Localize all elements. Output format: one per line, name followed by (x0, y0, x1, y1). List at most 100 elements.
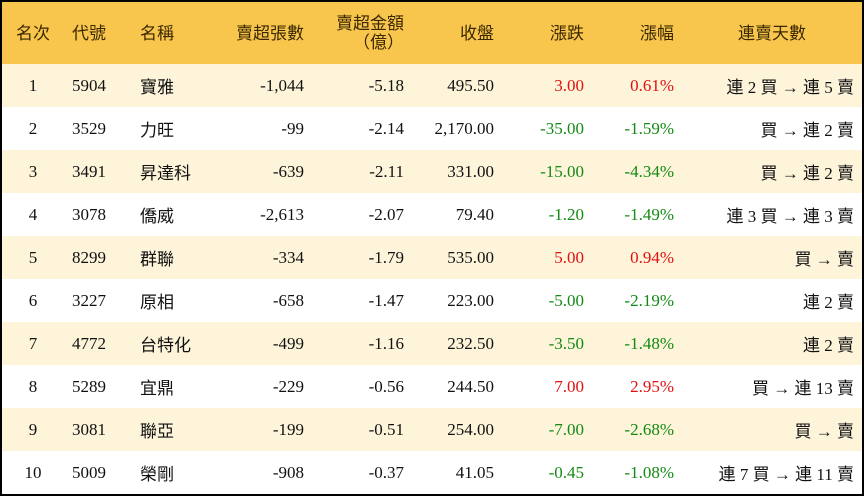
table-cell: -99 (281, 118, 304, 138)
table-row: 2 3529 力旺 -99 -2.14 2,170.00 -35.00 -1.59% 買 → 連… (2, 107, 862, 150)
column-header: 名稱 (132, 2, 217, 64)
table-cell: 買 → 賣 (682, 236, 862, 279)
table-cell: -2.14 (368, 118, 404, 138)
table-cell: -7.00 (502, 408, 592, 451)
header-row: 名次 代號 名稱 賣超張數 賣超金額 （億） 收盤 漲跌 漲幅 連賣天數 (2, 2, 862, 64)
table-cell: -3.50 (502, 322, 592, 365)
table-cell: -1,044 (217, 64, 312, 107)
table-cell: 0.61% (592, 64, 682, 107)
table-cell: 買 → 連 2 賣 (760, 121, 855, 140)
table-cell: 7 (2, 322, 64, 365)
table-cell: 連 7 買 → 連 11 賣 (718, 465, 854, 484)
table-cell: -1.59% (624, 118, 674, 138)
table-cell: 331.00 (412, 150, 502, 193)
table-cell: 495.50 (412, 64, 502, 107)
column-header: 賣超金額 （億） (312, 2, 412, 64)
table-cell: -2.19% (624, 290, 674, 310)
table-cell: -5.18 (312, 64, 412, 107)
table-cell: 買 → 連 2 賣 (682, 150, 862, 193)
column-header: 連賣天數 (682, 2, 862, 64)
table-row: 3 3491 昇達科 -639 -2.11 331.00 -15.00 -4.34% 買 → 連… (2, 150, 862, 193)
table-cell: 聯亞 (132, 408, 217, 451)
table-cell: -1.49% (624, 204, 674, 224)
table-cell: -1.79 (312, 236, 412, 279)
table-cell: 3.00 (502, 64, 592, 107)
table-cell: 244.50 (447, 376, 494, 396)
table-cell: 6 (28, 290, 38, 310)
table-cell: 5009 (72, 462, 106, 482)
table-body: 1 5904 寶雅 -1,044 -5.18 495.50 3.00 0.61% 連 2 買 →… (2, 64, 862, 494)
table-cell: -229 (272, 376, 304, 396)
table-cell: 3529 (72, 118, 106, 138)
table-cell: -199 (217, 408, 312, 451)
table-row: 5 8299 群聯 -334 -1.79 535.00 5.00 0.94% 買 → 賣 (2, 236, 862, 279)
table-row: 6 3227 原相 -658 -1.47 223.00 -5.00 -2.19% 連 2 賣 (2, 279, 862, 322)
table-cell: 5 (2, 236, 64, 279)
table-cell: 買 → 連 13 賣 (752, 379, 854, 398)
table-cell: 223.00 (447, 290, 494, 310)
table-cell: -908 (272, 462, 304, 482)
column-header: 名次 (2, 2, 64, 64)
table-row: 8 5289 宜鼎 -229 -0.56 244.50 7.00 2.95% 買 → 連 13 … (2, 365, 862, 408)
table-cell: 連 2 賣 (682, 322, 862, 365)
column-header: 漲跌 (502, 2, 592, 64)
table-cell: 榮剛 (140, 465, 174, 484)
table-cell: 宜鼎 (140, 379, 174, 398)
table-cell: -1.20 (548, 204, 584, 224)
table-cell: -1.16 (312, 322, 412, 365)
table-row: 7 4772 台特化 -499 -1.16 232.50 -3.50 -1.48% 連 2 賣 (2, 322, 862, 365)
column-header: 漲幅 (592, 2, 682, 64)
table-cell: 2,170.00 (434, 118, 495, 138)
table-cell: 7.00 (554, 376, 584, 396)
table-cell: 4 (28, 204, 38, 224)
table-cell: 2.95% (630, 376, 674, 396)
table-cell: 232.50 (412, 322, 502, 365)
table-cell: 41.05 (455, 462, 494, 482)
table-cell: -658 (272, 290, 304, 310)
table-cell: 連 2 賣 (803, 293, 854, 312)
table-cell: -1.47 (368, 290, 404, 310)
table-cell: -2,613 (260, 204, 304, 224)
table-cell: 3491 (64, 150, 132, 193)
table-cell: 連 3 買 → 連 3 賣 (726, 207, 855, 226)
table-cell: 535.00 (412, 236, 502, 279)
table-cell: 台特化 (132, 322, 217, 365)
table-cell: 寶雅 (132, 64, 217, 107)
table-cell: -35.00 (540, 118, 584, 138)
table-cell: 群聯 (132, 236, 217, 279)
table-cell: -499 (217, 322, 312, 365)
table-cell: -2.11 (312, 150, 412, 193)
table-cell: -0.51 (312, 408, 412, 451)
table-cell: 5.00 (502, 236, 592, 279)
table-cell: 原相 (140, 293, 174, 312)
table-cell: 買 → 賣 (682, 408, 862, 451)
table-cell: 昇達科 (132, 150, 217, 193)
table-cell: 2 (28, 118, 38, 138)
table-row: 10 5009 榮剛 -908 -0.37 41.05 -0.45 -1.08% 連 7 買 →… (2, 451, 862, 494)
table-cell: -2.07 (368, 204, 404, 224)
column-header: 收盤 (412, 2, 502, 64)
table-cell: 0.94% (592, 236, 682, 279)
table-cell: 10 (24, 462, 42, 482)
table-cell: 79.40 (455, 204, 494, 224)
table-cell: -0.56 (368, 376, 404, 396)
table-cell: -15.00 (502, 150, 592, 193)
table-cell: -1.08% (624, 462, 674, 482)
table-cell: 8299 (64, 236, 132, 279)
table-cell: 3078 (72, 204, 106, 224)
table-cell: 3 (2, 150, 64, 193)
table-cell: -639 (217, 150, 312, 193)
table-row: 4 3078 僑威 -2,613 -2.07 79.40 -1.20 -1.49% 連 3 買 … (2, 193, 862, 236)
table-cell: -1.48% (592, 322, 682, 365)
table-cell: 3081 (64, 408, 132, 451)
table-cell: -2.68% (592, 408, 682, 451)
column-header: 代號 (64, 2, 132, 64)
table-cell: -334 (217, 236, 312, 279)
table-cell: -4.34% (592, 150, 682, 193)
table-row: 1 5904 寶雅 -1,044 -5.18 495.50 3.00 0.61% 連 2 買 →… (2, 64, 862, 107)
table-cell: 連 2 買 → 連 5 賣 (682, 64, 862, 107)
table-cell: 8 (28, 376, 38, 396)
table-cell: 254.00 (412, 408, 502, 451)
